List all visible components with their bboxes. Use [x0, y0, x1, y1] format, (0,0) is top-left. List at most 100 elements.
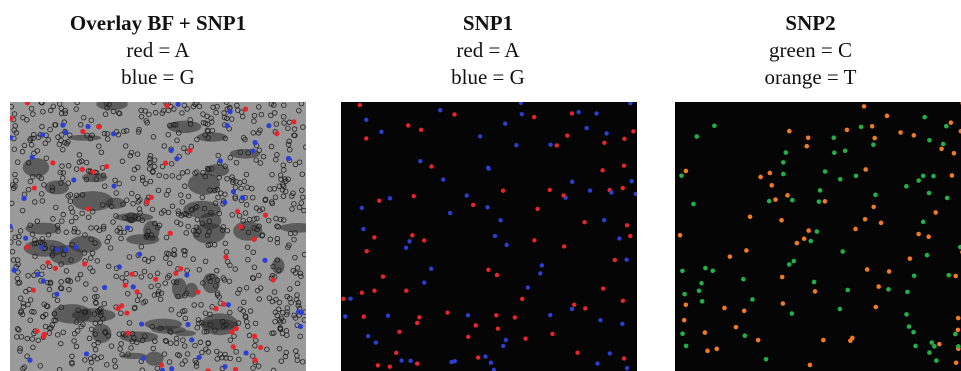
cell-cluster [44, 180, 69, 195]
bead [251, 264, 258, 271]
bead [205, 128, 211, 135]
bead [165, 131, 172, 138]
bead [200, 170, 206, 176]
bead [101, 300, 107, 307]
snp-dot [52, 265, 59, 271]
bead [168, 306, 175, 313]
snp-dot [24, 244, 30, 250]
bead [12, 123, 19, 129]
snp-dot [710, 268, 716, 274]
bead [231, 333, 237, 339]
snp-dot [407, 239, 412, 244]
snp-dot [518, 102, 524, 105]
snp-dot [222, 364, 228, 370]
bead [158, 210, 165, 216]
snp-dot [30, 287, 36, 293]
snp-dot [779, 217, 784, 223]
bead [190, 256, 196, 262]
bead [142, 180, 149, 187]
bead [196, 228, 202, 235]
snp-dot [953, 331, 958, 337]
bead [24, 353, 30, 360]
snp-dot [10, 223, 13, 230]
snp-dot [501, 343, 506, 349]
bead [27, 222, 34, 228]
snp-dot [404, 288, 409, 293]
snp-dot [785, 193, 790, 198]
bead [135, 129, 142, 135]
bead [12, 171, 18, 178]
bead [227, 262, 233, 268]
snp-dot [871, 142, 876, 147]
bead [240, 217, 246, 224]
bead [88, 225, 94, 231]
legend-line: green = C [769, 38, 852, 62]
bead [28, 105, 35, 112]
bead [163, 234, 170, 241]
snp-dot [791, 258, 797, 264]
bead [73, 343, 80, 350]
snp-dot [405, 123, 411, 128]
bead [299, 359, 306, 365]
snp-dot [82, 261, 88, 267]
bead [273, 156, 279, 163]
snp-dot [699, 280, 704, 286]
bead [54, 297, 61, 304]
bead [235, 320, 242, 326]
bead [41, 241, 48, 248]
bead [291, 132, 297, 138]
bead [29, 308, 35, 315]
snp-dot [804, 143, 810, 149]
snp-dot [174, 156, 180, 162]
bead [289, 206, 295, 212]
bead [67, 132, 73, 138]
bead [162, 280, 168, 286]
snp-dot [470, 202, 476, 208]
bead [281, 167, 287, 173]
bead [116, 180, 122, 187]
bead [251, 118, 257, 124]
bead [181, 343, 188, 349]
bead [59, 163, 65, 169]
snp-dot [582, 219, 587, 225]
bead [140, 299, 147, 306]
bead [73, 214, 79, 221]
bead [205, 135, 211, 141]
bead [136, 126, 142, 133]
cell-cluster [22, 157, 50, 177]
bead [236, 213, 243, 219]
snp-dot [624, 365, 630, 371]
snp-dot [134, 289, 140, 295]
snp-dot [262, 257, 268, 263]
bead [78, 158, 85, 164]
bead [193, 363, 200, 369]
bead [31, 241, 38, 247]
snp-dot [600, 168, 605, 173]
bead [69, 241, 75, 248]
bead [92, 331, 99, 337]
bead [149, 255, 156, 262]
bead [173, 340, 180, 346]
snp-dot [473, 323, 478, 328]
bead [205, 340, 212, 347]
bead [291, 201, 297, 207]
bead [285, 125, 291, 131]
bead [285, 244, 291, 250]
bead [259, 206, 266, 212]
snp-dot [475, 355, 481, 360]
bead [271, 102, 277, 108]
snp-dot [780, 160, 786, 165]
bead [200, 119, 207, 126]
snp-dot [163, 160, 169, 166]
bead [74, 102, 80, 106]
snp-dot [680, 331, 685, 336]
snp-dot [837, 176, 843, 182]
bead [100, 172, 107, 179]
bead [244, 323, 251, 330]
bead [293, 348, 299, 354]
bead [50, 103, 57, 110]
bead [98, 309, 104, 316]
snp-dot [403, 245, 409, 251]
snp-dot [10, 135, 14, 141]
bead [42, 140, 49, 147]
